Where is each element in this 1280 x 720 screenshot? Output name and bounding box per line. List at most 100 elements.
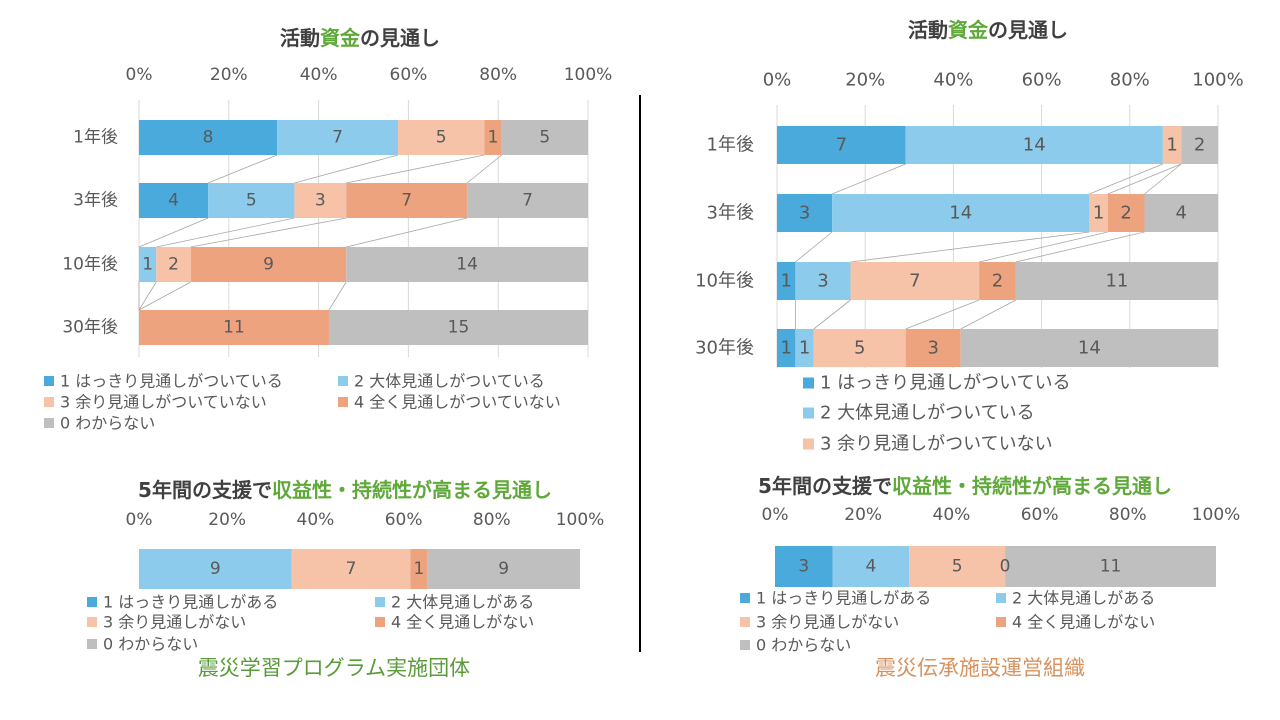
data-label: 14 bbox=[949, 203, 972, 224]
bar-segment bbox=[427, 549, 580, 589]
legend-label: 3 余り見通しがない bbox=[103, 613, 246, 632]
legend-swatch bbox=[803, 407, 814, 419]
x-tick-label: 60% bbox=[390, 65, 428, 85]
data-label: 4 bbox=[168, 191, 179, 211]
data-label: 0 bbox=[1000, 557, 1011, 577]
legend-swatch bbox=[375, 617, 385, 627]
bar-segment bbox=[1162, 126, 1182, 164]
title-highlight: 資金 bbox=[320, 26, 360, 50]
legend-swatch bbox=[803, 438, 814, 450]
bar-segment bbox=[190, 247, 347, 282]
bar-segment bbox=[346, 247, 588, 282]
series-connector bbox=[190, 217, 347, 248]
legend-label: 2 大体見通しがついている bbox=[820, 403, 1035, 424]
legend-swatch bbox=[87, 617, 97, 627]
legend-label: 4 全く見通しがついていない bbox=[354, 393, 561, 412]
bar-segment bbox=[139, 247, 157, 282]
bar-segment bbox=[777, 194, 833, 232]
bar-segment bbox=[139, 120, 278, 155]
series-connector bbox=[795, 231, 833, 263]
data-label: 3 bbox=[817, 271, 828, 292]
title-highlight: 収益性・持続性が高まる見通し bbox=[891, 474, 1172, 498]
series-connector bbox=[346, 217, 468, 248]
title-highlight: 収益性・持続性が高まる見通し bbox=[271, 478, 552, 502]
left-footer-label: 震災学習プログラム実施団体 bbox=[197, 656, 471, 680]
right-chart2-title: 5年間の支援で収益性・持続性が高まる見通し bbox=[758, 476, 1172, 496]
x-tick-label: 60% bbox=[385, 510, 423, 530]
category-label: 1年後 bbox=[707, 135, 754, 156]
bar-segment bbox=[501, 120, 588, 155]
bar-segment bbox=[979, 262, 1016, 300]
legend-swatch bbox=[338, 397, 348, 407]
series-connector bbox=[1015, 231, 1145, 263]
bar-segment bbox=[777, 329, 796, 367]
series-connector bbox=[346, 154, 485, 184]
bar-segment bbox=[294, 183, 347, 218]
series-connector bbox=[831, 163, 906, 195]
data-label: 9 bbox=[498, 559, 509, 579]
legend-label: 1 はっきり見通しがついている bbox=[820, 373, 1071, 394]
data-label: 1 bbox=[413, 559, 424, 579]
legend-swatch bbox=[996, 593, 1006, 603]
series-connector bbox=[850, 231, 1090, 263]
data-label: 2 bbox=[992, 271, 1003, 292]
data-label: 14 bbox=[1023, 135, 1046, 156]
bar-segment bbox=[960, 329, 1218, 367]
bar-segment bbox=[328, 310, 588, 345]
data-label: 1 bbox=[780, 338, 791, 359]
series-connector bbox=[294, 154, 399, 184]
legend-swatch bbox=[44, 376, 54, 386]
data-label: 7 bbox=[522, 191, 533, 211]
legend-swatch bbox=[375, 597, 385, 607]
bar-segment bbox=[346, 183, 468, 218]
x-tick-label: 20% bbox=[845, 70, 885, 91]
x-tick-label: 80% bbox=[473, 510, 511, 530]
data-label: 5 bbox=[436, 128, 447, 148]
data-label: 1 bbox=[799, 338, 810, 359]
bar-segment bbox=[398, 120, 485, 155]
data-label: 1 bbox=[1093, 203, 1104, 224]
legend-swatch bbox=[87, 639, 97, 649]
left-chart1-title: 活動資金の見通し bbox=[280, 28, 440, 48]
data-label: 7 bbox=[332, 128, 343, 148]
legend-label: 2 大体見通しがついている bbox=[354, 372, 545, 391]
right-footer-label: 震災伝承施設運営組織 bbox=[875, 656, 1085, 680]
legend-swatch bbox=[44, 418, 54, 428]
series-connector bbox=[138, 281, 191, 311]
legend-label: 3 余り見通しがない bbox=[756, 613, 899, 632]
bar-segment bbox=[1144, 194, 1218, 232]
data-label: 2 bbox=[1120, 203, 1131, 224]
legend-label: 1 はっきり見通しがある bbox=[103, 593, 278, 612]
bar-segment bbox=[291, 549, 411, 589]
panel-divider bbox=[639, 95, 641, 652]
bar-segment bbox=[813, 329, 906, 367]
legend-swatch bbox=[87, 597, 97, 607]
data-label: 14 bbox=[456, 255, 478, 275]
data-label: 11 bbox=[1100, 557, 1122, 577]
left-chart2-title: 5年間の支援で収益性・持続性が高まる見通し bbox=[138, 480, 552, 500]
x-tick-label: 0% bbox=[762, 505, 789, 525]
bar-segment bbox=[905, 329, 961, 367]
legend-swatch bbox=[996, 617, 1006, 627]
bar-segment bbox=[410, 549, 428, 589]
right-chart1-title: 活動資金の見通し bbox=[908, 20, 1068, 40]
x-tick-label: 100% bbox=[564, 65, 613, 85]
series-connector bbox=[138, 217, 209, 248]
data-label: 11 bbox=[1105, 271, 1128, 292]
data-label: 11 bbox=[223, 318, 245, 338]
bar-segment bbox=[467, 183, 588, 218]
bar-segment bbox=[1107, 194, 1145, 232]
data-label: 1 bbox=[1166, 135, 1177, 156]
x-tick-label: 80% bbox=[479, 65, 517, 85]
x-tick-label: 100% bbox=[556, 510, 605, 530]
title-text: 5年間の支援で bbox=[758, 474, 892, 498]
x-tick-label: 80% bbox=[1110, 70, 1150, 91]
data-label: 3 bbox=[315, 191, 326, 211]
x-tick-label: 80% bbox=[1109, 505, 1147, 525]
x-tick-label: 40% bbox=[933, 70, 973, 91]
data-label: 14 bbox=[1078, 338, 1101, 359]
legend-label: 4 全く見通しがない bbox=[391, 613, 534, 632]
bar-segment bbox=[795, 262, 851, 300]
legend-swatch bbox=[338, 376, 348, 386]
